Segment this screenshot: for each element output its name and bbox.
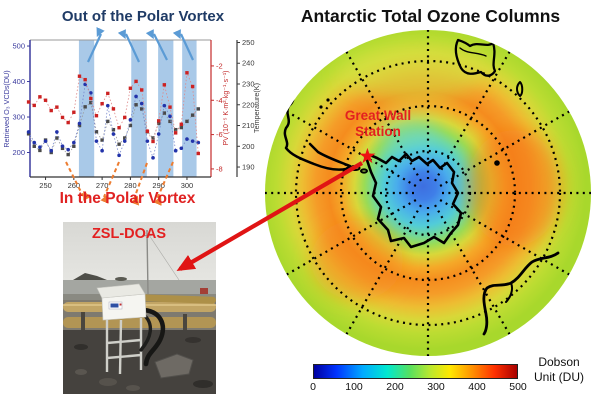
in-vortex-arrows <box>65 161 174 206</box>
colorbar-unit-line1: Dobson <box>538 355 580 369</box>
photo-label: ZSL-DOAS <box>91 226 167 242</box>
photo-pipe-support <box>81 312 85 330</box>
photo-island <box>115 277 127 281</box>
svg-text:300: 300 <box>181 181 194 190</box>
svg-text:230: 230 <box>242 80 255 89</box>
colorbar-ticks: 0 100 200 300 400 500 <box>310 381 527 395</box>
africa-coastline <box>454 38 497 77</box>
svg-text:260: 260 <box>68 181 81 190</box>
svg-text:200: 200 <box>242 142 255 151</box>
photo-scene <box>63 222 216 394</box>
island-dot <box>494 160 500 166</box>
colorbar-unit-line2: Unit (DU) <box>534 370 584 384</box>
instrument-frame <box>105 318 143 375</box>
colorbar-tick-label: 100 <box>345 381 363 393</box>
svg-text:-2: -2 <box>216 61 223 70</box>
colorbar-tick-label: 300 <box>427 381 445 393</box>
nz-australia-coastline <box>482 251 560 336</box>
out-of-vortex-annotation: Out of the Polar Vortex <box>61 8 225 25</box>
photo-pipe <box>63 317 216 328</box>
colorbar-tick-label: 200 <box>386 381 404 393</box>
station-label-line2: Station <box>355 124 401 140</box>
in-vortex-annotation: In the Polar Vortex <box>59 190 196 207</box>
station-label-line1: Great Wall <box>344 108 412 123</box>
svg-text:250: 250 <box>39 181 52 190</box>
instrument-box <box>96 283 147 321</box>
nz-branch <box>505 282 514 303</box>
svg-text:270: 270 <box>96 181 109 190</box>
colorbar-tick-label: 500 <box>509 381 527 393</box>
vortex-chart-svg: 250 260 270 280 290 300 200 300 400 500 -2 -4 -6 -8 19… <box>2 26 261 206</box>
svg-text:190: 190 <box>242 163 255 172</box>
svg-text:200: 200 <box>12 148 25 157</box>
svg-text:400: 400 <box>12 77 25 86</box>
svg-text:210: 210 <box>242 121 255 130</box>
svg-text:240: 240 <box>242 59 255 68</box>
photo-red-building <box>200 288 208 294</box>
madagascar-coastline <box>516 81 524 97</box>
pv-axis-label: PV (10⁻⁵ K·m²·kg⁻¹·s⁻¹) <box>223 70 230 145</box>
svg-text:290: 290 <box>152 181 165 190</box>
ozone-field <box>265 30 591 356</box>
temp-axis-label: Temperature(K) <box>252 83 261 133</box>
svg-text:-8: -8 <box>216 164 223 173</box>
svg-text:280: 280 <box>124 181 137 190</box>
chart-generated-content: 250 260 270 280 290 300 200 300 400 500 -2 -4 -6 -8 19… <box>12 38 254 190</box>
photo-island <box>73 273 107 280</box>
svg-text:-6: -6 <box>216 130 223 139</box>
station-photo <box>63 222 216 394</box>
out-vortex-arrows <box>87 26 194 63</box>
africa-detail <box>459 47 487 57</box>
svg-text:220: 220 <box>242 100 255 109</box>
photo-mast <box>146 229 149 295</box>
antarctica-coastline <box>365 152 463 249</box>
map-title: Antarctic Total Ozone Columns <box>300 6 561 26</box>
station-star-marker: ★ <box>358 145 377 168</box>
island-dot <box>319 105 323 109</box>
svg-text:500: 500 <box>12 42 25 51</box>
photo-rock <box>154 353 194 379</box>
colorbar-unit-label: Dobson Unit (DU) <box>520 355 598 385</box>
svg-text:300: 300 <box>12 113 25 122</box>
photo-pipe-support <box>183 314 187 330</box>
graticule <box>265 30 591 356</box>
colorbar-tick-label: 400 <box>468 381 486 393</box>
island-dot <box>326 98 330 102</box>
svg-text:-4: -4 <box>216 96 223 105</box>
o3-axis-label: Retrieved O₃ VCDs(DU) <box>2 70 11 147</box>
station-label: Great Wall Station <box>322 108 434 140</box>
antarctic-ozone-map <box>265 30 591 356</box>
colorbar-tick-label: 0 <box>310 381 316 393</box>
colorbar-gradient <box>313 364 518 379</box>
svg-text:250: 250 <box>242 38 255 47</box>
